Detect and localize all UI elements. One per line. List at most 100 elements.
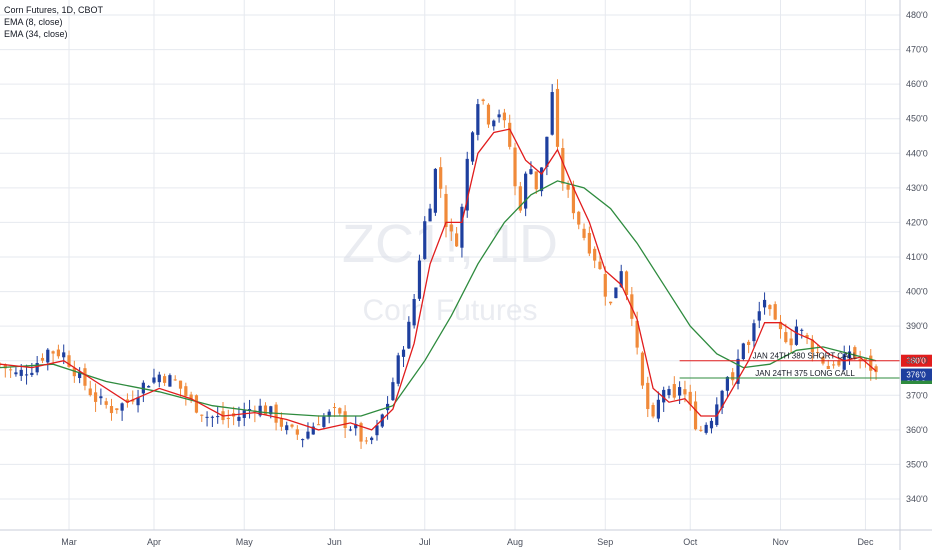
candle-body	[301, 439, 305, 441]
horizontal-lines[interactable]: JAN 24TH 380 SHORT CALL 380'0 JAN 24TH 375…	[679, 352, 932, 384]
candle-body	[550, 92, 554, 135]
candle-body	[577, 211, 581, 225]
candle-body	[391, 382, 395, 401]
candle-body	[608, 301, 613, 304]
candle-body	[704, 424, 708, 433]
candle-body	[279, 418, 284, 427]
month-tick-label: Jun	[327, 537, 342, 547]
candle-body	[99, 396, 103, 399]
legend-ema-fast: EMA (8, close)	[4, 17, 63, 27]
hline-label: JAN 24TH 375 LONG CALL	[755, 369, 855, 378]
candle-body	[184, 386, 188, 396]
price-tick-label: 480'0	[906, 10, 928, 20]
candle-body	[646, 382, 650, 410]
candle-body	[24, 374, 29, 376]
candle-body	[593, 248, 597, 261]
candle-body	[417, 260, 422, 299]
candle-body	[370, 437, 374, 441]
candle-body	[476, 104, 480, 135]
candle-body	[290, 424, 294, 427]
candle-body	[407, 321, 411, 349]
candle-body	[582, 228, 586, 238]
candle-body	[619, 271, 623, 287]
candle-body	[789, 338, 793, 346]
candle-body	[216, 416, 220, 418]
candle-body	[603, 274, 607, 297]
candle-body	[624, 271, 629, 295]
candle-body	[566, 184, 570, 190]
month-tick-label: Mar	[61, 537, 77, 547]
candle-body	[508, 122, 512, 147]
ema-34-line	[0, 180, 877, 417]
candle-body	[693, 401, 698, 430]
candle-body	[587, 232, 591, 254]
candle-body	[269, 406, 273, 415]
candle-body	[295, 429, 299, 435]
time-axis[interactable]: Mar Apr May Jun Jul Aug Sep Oct Nov Dec	[0, 529, 932, 547]
candle-body	[465, 158, 469, 211]
month-tick-label: Aug	[507, 537, 523, 547]
price-tick-label: 470'0	[906, 45, 928, 55]
candle-body	[492, 120, 496, 127]
candle-body	[497, 114, 501, 118]
candle-body	[30, 372, 34, 375]
candle-body	[725, 376, 730, 391]
candle-body	[19, 369, 23, 376]
price-tick-label: 340'0	[906, 494, 928, 504]
candle-body	[338, 408, 342, 414]
candle-body	[162, 376, 167, 383]
price-tick-label: 400'0	[906, 287, 928, 297]
candle-body	[343, 411, 347, 429]
candle-body	[205, 416, 209, 418]
candle-body	[805, 334, 809, 338]
candle-body	[534, 171, 538, 190]
candle-body	[194, 395, 199, 413]
candle-body	[736, 358, 740, 384]
candle-body	[524, 173, 528, 209]
candle-body	[842, 354, 846, 370]
candle-body	[444, 193, 448, 228]
candle-body	[869, 355, 873, 371]
candle-body	[109, 406, 114, 414]
candle-body	[539, 167, 544, 192]
candle-body	[826, 365, 830, 370]
candle-body	[348, 429, 353, 431]
candle-body	[778, 321, 783, 330]
candle-body	[747, 341, 751, 345]
price-axis[interactable]: 340'0 350'0 360'0 370'0 380'0 390'0 400'0 410'0…	[899, 0, 928, 550]
candle-body	[715, 404, 719, 425]
candle-body	[396, 355, 400, 384]
candle-body	[794, 326, 799, 345]
candle-body	[598, 261, 602, 269]
chart-grid	[0, 0, 900, 530]
candle-body	[152, 377, 156, 383]
candle-body	[157, 374, 161, 383]
candle-body	[470, 132, 475, 162]
candles	[0, 79, 878, 449]
price-tick-label: 440'0	[906, 148, 928, 158]
candle-body	[258, 405, 262, 416]
candle-body	[810, 339, 814, 353]
candle-body	[285, 425, 289, 431]
hline-label: JAN 24TH 380 SHORT CALL	[753, 352, 858, 361]
candle-body	[709, 420, 714, 429]
candle-body	[555, 88, 560, 147]
candle-body	[46, 349, 50, 363]
candle-body	[688, 391, 692, 405]
month-tick-label: Nov	[772, 537, 789, 547]
candle-body	[837, 360, 841, 366]
candle-body	[752, 323, 756, 342]
candle-body	[656, 399, 660, 419]
candle-body	[847, 351, 852, 359]
candle-body	[561, 148, 565, 184]
candle-body	[571, 186, 576, 214]
watermark-ticker: ZC1!, 1D	[342, 214, 558, 274]
candle-body	[168, 375, 172, 387]
candle-body	[662, 389, 666, 403]
price-badge: 380'0	[906, 357, 926, 366]
candle-body	[35, 362, 39, 373]
month-tick-label: Dec	[857, 537, 874, 547]
price-badge-bg	[901, 354, 932, 367]
watermark-name: Corn Futures	[362, 294, 537, 327]
